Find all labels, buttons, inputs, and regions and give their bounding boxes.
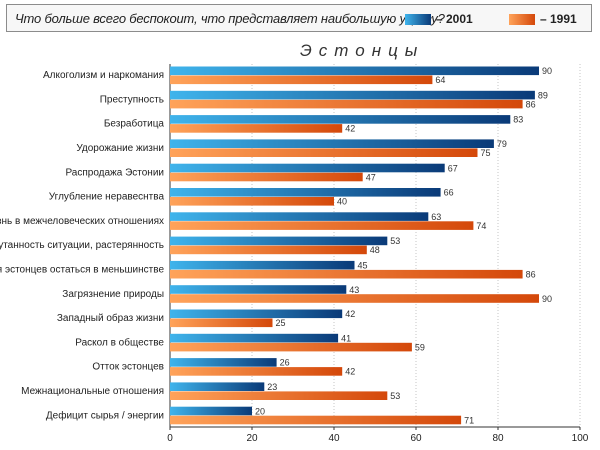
value-label-1991: 53 xyxy=(390,391,400,401)
bar-2001 xyxy=(170,333,339,343)
bar-2001 xyxy=(170,382,265,391)
x-tick-label: 80 xyxy=(492,433,504,444)
category-label: Безработица xyxy=(104,118,165,130)
value-label-1991: 25 xyxy=(276,318,286,328)
bar-2001 xyxy=(170,188,441,197)
category-label: Преступность xyxy=(100,94,164,105)
value-label-1991: 42 xyxy=(345,367,355,377)
bar-1991 xyxy=(170,342,412,352)
category-label: Запутанность ситуации, растерянность xyxy=(0,240,164,251)
value-label-1991: 48 xyxy=(370,245,380,255)
legend-label-1991: – 1991 xyxy=(540,12,577,26)
category-label: Западный образ жизни xyxy=(57,312,164,324)
bar-1991 xyxy=(170,294,539,303)
value-label-1991: 71 xyxy=(464,415,474,425)
value-label-1991: 40 xyxy=(337,197,347,207)
bar-1991 xyxy=(170,99,523,109)
bar-1991 xyxy=(170,245,367,255)
chart-subtitle: Эстонцы xyxy=(300,41,425,60)
bar-2001 xyxy=(170,139,494,148)
legend-swatch-1991 xyxy=(509,13,535,25)
value-label-2001: 23 xyxy=(267,382,277,392)
value-label-1991: 90 xyxy=(542,294,552,304)
category-label: Углубление неравеснтва xyxy=(49,191,165,203)
category-label: Загрязнение природы xyxy=(62,289,164,300)
value-label-2001: 53 xyxy=(390,236,400,246)
value-label-1991: 86 xyxy=(526,99,536,109)
value-label-2001: 79 xyxy=(497,139,507,149)
bar-1991 xyxy=(170,415,462,425)
x-tick-label: 100 xyxy=(572,433,589,444)
bar-1991 xyxy=(170,197,334,206)
legend-swatch-2001 xyxy=(405,13,431,25)
bar-2001 xyxy=(170,115,511,124)
legend-label-2001: – 2001 xyxy=(436,12,473,26)
value-label-2001: 67 xyxy=(448,163,458,173)
chart-title: Что больше всего беспокоит, что представ… xyxy=(15,11,445,26)
value-label-1991: 74 xyxy=(476,221,486,231)
bar-2001 xyxy=(170,406,252,416)
chart-header: Что больше всего беспокоит, что представ… xyxy=(6,4,592,32)
bar-2001 xyxy=(170,236,388,246)
value-label-1991: 64 xyxy=(435,75,445,85)
category-label: Отток эстонцев xyxy=(92,362,164,373)
bar-2001 xyxy=(170,260,355,270)
bar-1991 xyxy=(170,318,273,328)
bar-1991 xyxy=(170,391,388,400)
bar-1991 xyxy=(170,124,343,133)
bar-2001 xyxy=(170,285,347,294)
x-tick-label: 60 xyxy=(410,433,422,444)
value-label-2001: 45 xyxy=(358,261,368,271)
value-label-2001: 41 xyxy=(341,333,351,343)
x-tick-label: 0 xyxy=(167,433,173,444)
value-label-1991: 42 xyxy=(345,124,355,134)
bar-2001 xyxy=(170,358,277,367)
value-label-2001: 26 xyxy=(280,358,290,368)
value-label-2001: 42 xyxy=(345,309,355,319)
bar-1991 xyxy=(170,221,474,230)
bar-2001 xyxy=(170,309,343,319)
category-label: Алкоголизм и наркомания xyxy=(43,70,164,81)
category-label: Угроза для эстонцев остаться в меньшинст… xyxy=(0,265,164,276)
bar-1991 xyxy=(170,172,363,182)
value-label-2001: 83 xyxy=(513,115,523,125)
value-label-2001: 20 xyxy=(255,406,265,416)
bar-1991 xyxy=(170,367,343,376)
value-label-2001: 89 xyxy=(538,90,548,100)
category-label: Распродажа Эстонии xyxy=(65,167,164,178)
category-label: Неприязнь в межчеловеческих отношениях xyxy=(0,216,164,227)
category-label: Межнациональные отношения xyxy=(21,386,164,397)
legend-item-1991: – 1991 xyxy=(509,12,577,26)
category-label: Удорожание жизни xyxy=(76,143,164,154)
value-label-1991: 47 xyxy=(366,172,376,182)
value-label-2001: 66 xyxy=(444,188,454,198)
value-label-2001: 43 xyxy=(349,285,359,295)
bar-1991 xyxy=(170,269,523,279)
value-label-1991: 59 xyxy=(415,342,425,352)
value-label-2001: 63 xyxy=(431,212,441,222)
category-label: Раскол в обществе xyxy=(75,336,164,348)
bar-1991 xyxy=(170,75,433,85)
bar-1991 xyxy=(170,148,478,157)
bar-2001 xyxy=(170,90,535,100)
value-label-2001: 90 xyxy=(542,66,552,76)
category-label: Дефицит сырья / энергии xyxy=(46,409,164,421)
bar-2001 xyxy=(170,66,539,76)
bar-2001 xyxy=(170,163,445,173)
legend-item-2001: – 2001 xyxy=(405,12,473,26)
x-tick-label: 20 xyxy=(246,433,258,444)
x-tick-label: 40 xyxy=(328,433,340,444)
bar-2001 xyxy=(170,212,429,221)
value-label-1991: 75 xyxy=(481,148,491,158)
value-label-1991: 86 xyxy=(526,270,536,280)
